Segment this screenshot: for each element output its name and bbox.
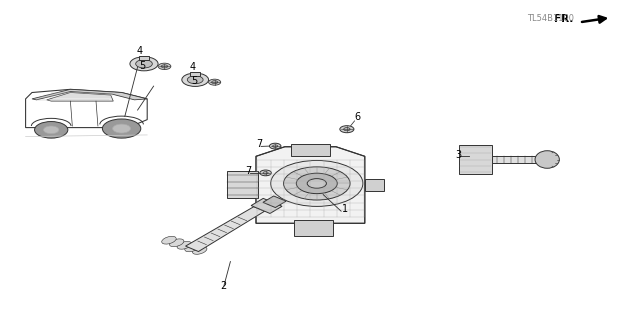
Circle shape	[136, 60, 152, 68]
Bar	[139, 56, 149, 60]
Circle shape	[130, 57, 158, 71]
Circle shape	[284, 167, 350, 200]
Text: FR.: FR.	[554, 14, 573, 24]
Circle shape	[182, 73, 209, 86]
Circle shape	[102, 119, 141, 138]
Circle shape	[344, 128, 350, 131]
Text: 4: 4	[189, 62, 196, 71]
Circle shape	[271, 160, 363, 206]
Text: 7: 7	[256, 139, 262, 149]
Polygon shape	[256, 147, 365, 223]
Circle shape	[161, 65, 168, 68]
Text: TL54B1100: TL54B1100	[527, 14, 574, 23]
Text: 1: 1	[342, 204, 349, 214]
Text: 2: 2	[220, 281, 227, 291]
Circle shape	[273, 145, 278, 147]
Polygon shape	[32, 89, 147, 100]
Circle shape	[44, 126, 59, 134]
Text: 5: 5	[139, 61, 145, 70]
Bar	[227, 171, 258, 198]
Ellipse shape	[162, 236, 176, 244]
Ellipse shape	[170, 239, 184, 247]
Ellipse shape	[185, 244, 199, 252]
Text: 7: 7	[245, 167, 252, 176]
Ellipse shape	[193, 247, 207, 254]
Text: 5: 5	[191, 76, 197, 85]
Polygon shape	[251, 198, 282, 213]
Text: 3: 3	[456, 150, 462, 160]
Circle shape	[263, 172, 268, 174]
Bar	[294, 220, 333, 236]
Circle shape	[35, 122, 68, 138]
Circle shape	[269, 143, 281, 149]
Circle shape	[307, 179, 326, 188]
Circle shape	[212, 81, 218, 84]
Polygon shape	[26, 89, 147, 128]
Text: 4: 4	[137, 46, 143, 56]
Ellipse shape	[177, 241, 191, 249]
Circle shape	[113, 124, 131, 133]
Ellipse shape	[535, 151, 559, 168]
Circle shape	[209, 79, 221, 85]
Bar	[291, 144, 330, 156]
Bar	[365, 179, 384, 191]
Circle shape	[260, 170, 271, 176]
Circle shape	[188, 76, 203, 84]
Circle shape	[296, 173, 337, 194]
Bar	[190, 72, 200, 76]
Text: 6: 6	[354, 112, 360, 122]
Circle shape	[340, 126, 354, 133]
Circle shape	[158, 63, 171, 70]
Polygon shape	[186, 207, 264, 251]
Polygon shape	[47, 93, 113, 101]
Polygon shape	[492, 156, 536, 163]
Bar	[459, 145, 492, 174]
Polygon shape	[263, 196, 286, 208]
